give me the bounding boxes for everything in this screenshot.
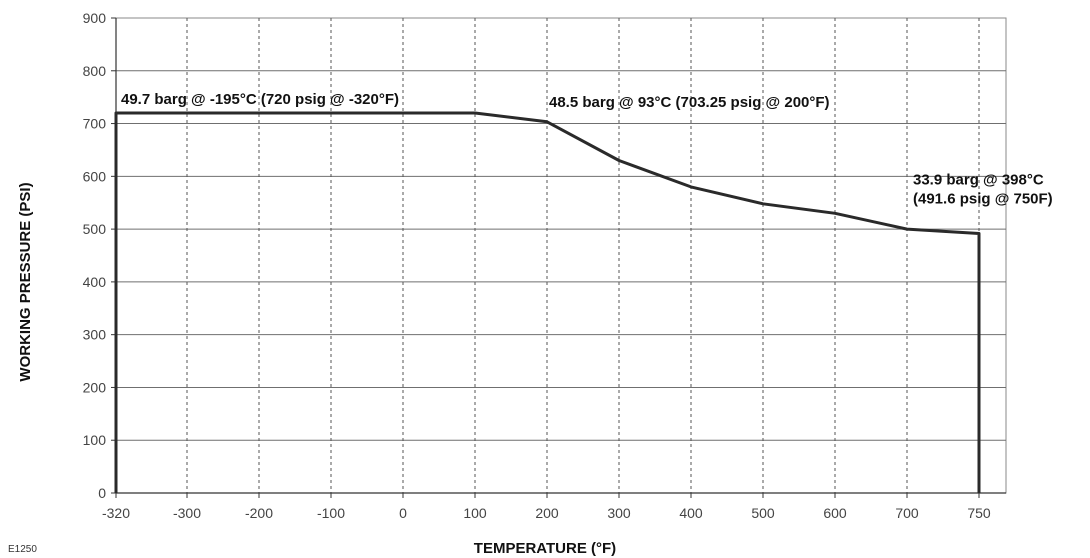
pressure-curve	[114, 111, 981, 493]
y-axis-ticks: 0 100 200 300 400 500 600 700 800 900	[83, 10, 116, 501]
annotation-line: 49.7 barg @ -195°C (720 psig @ -320°F)	[121, 91, 399, 108]
figure-code: E1250	[8, 544, 37, 555]
y-tick-label: 0	[98, 485, 106, 501]
y-tick-label: 700	[83, 116, 107, 132]
y-tick-label: 200	[83, 379, 107, 395]
y-tick-label: 300	[83, 327, 107, 343]
x-axis-ticks: -320 -300 -200 -100 0 100 200 300 400 500 600 700 75…	[102, 493, 991, 521]
plot-area	[115, 17, 1007, 494]
x-tick-label: 300	[607, 505, 631, 521]
x-tick-label: -100	[317, 505, 345, 521]
annotations: 49.7 barg @ -195°C (720 psig @ -320°F) 48…	[121, 91, 1053, 208]
y-tick-label: 800	[83, 63, 107, 79]
annotation-line: 33.9 barg @ 398°C	[913, 172, 1044, 189]
x-tick-label: 750	[967, 505, 991, 521]
x-tick-label: 0	[399, 505, 407, 521]
x-tick-label: -300	[173, 505, 201, 521]
annotation-label: 48.5 barg @ 93°C (703.25 psig @ 200°F)	[549, 94, 830, 111]
x-tick-label: 500	[751, 505, 775, 521]
annotation-label: 49.7 barg @ -195°C (720 psig @ -320°F)	[121, 91, 399, 108]
x-tick-label: 600	[823, 505, 847, 521]
annotation-label: 33.9 barg @ 398°C (491.6 psig @ 750F)	[913, 172, 1053, 208]
y-tick-label: 400	[83, 274, 107, 290]
x-tick-label: 400	[679, 505, 703, 521]
x-tick-label: -320	[102, 505, 130, 521]
x-tick-label: -200	[245, 505, 273, 521]
x-axis-title: TEMPERATURE (°F)	[474, 540, 616, 557]
grid	[115, 17, 1007, 494]
series-layer	[114, 111, 981, 493]
x-tick-label: 700	[895, 505, 919, 521]
y-axis-title: WORKING PRESSURE (PSI)	[17, 182, 34, 381]
y-tick-label: 600	[83, 168, 107, 184]
annotation-line: (491.6 psig @ 750F)	[913, 191, 1053, 208]
x-tick-label: 200	[535, 505, 559, 521]
y-tick-label: 900	[83, 10, 107, 26]
y-tick-label: 100	[83, 432, 107, 448]
y-tick-label: 500	[83, 221, 107, 237]
annotation-line: 48.5 barg @ 93°C (703.25 psig @ 200°F)	[549, 94, 830, 111]
x-tick-label: 100	[463, 505, 487, 521]
